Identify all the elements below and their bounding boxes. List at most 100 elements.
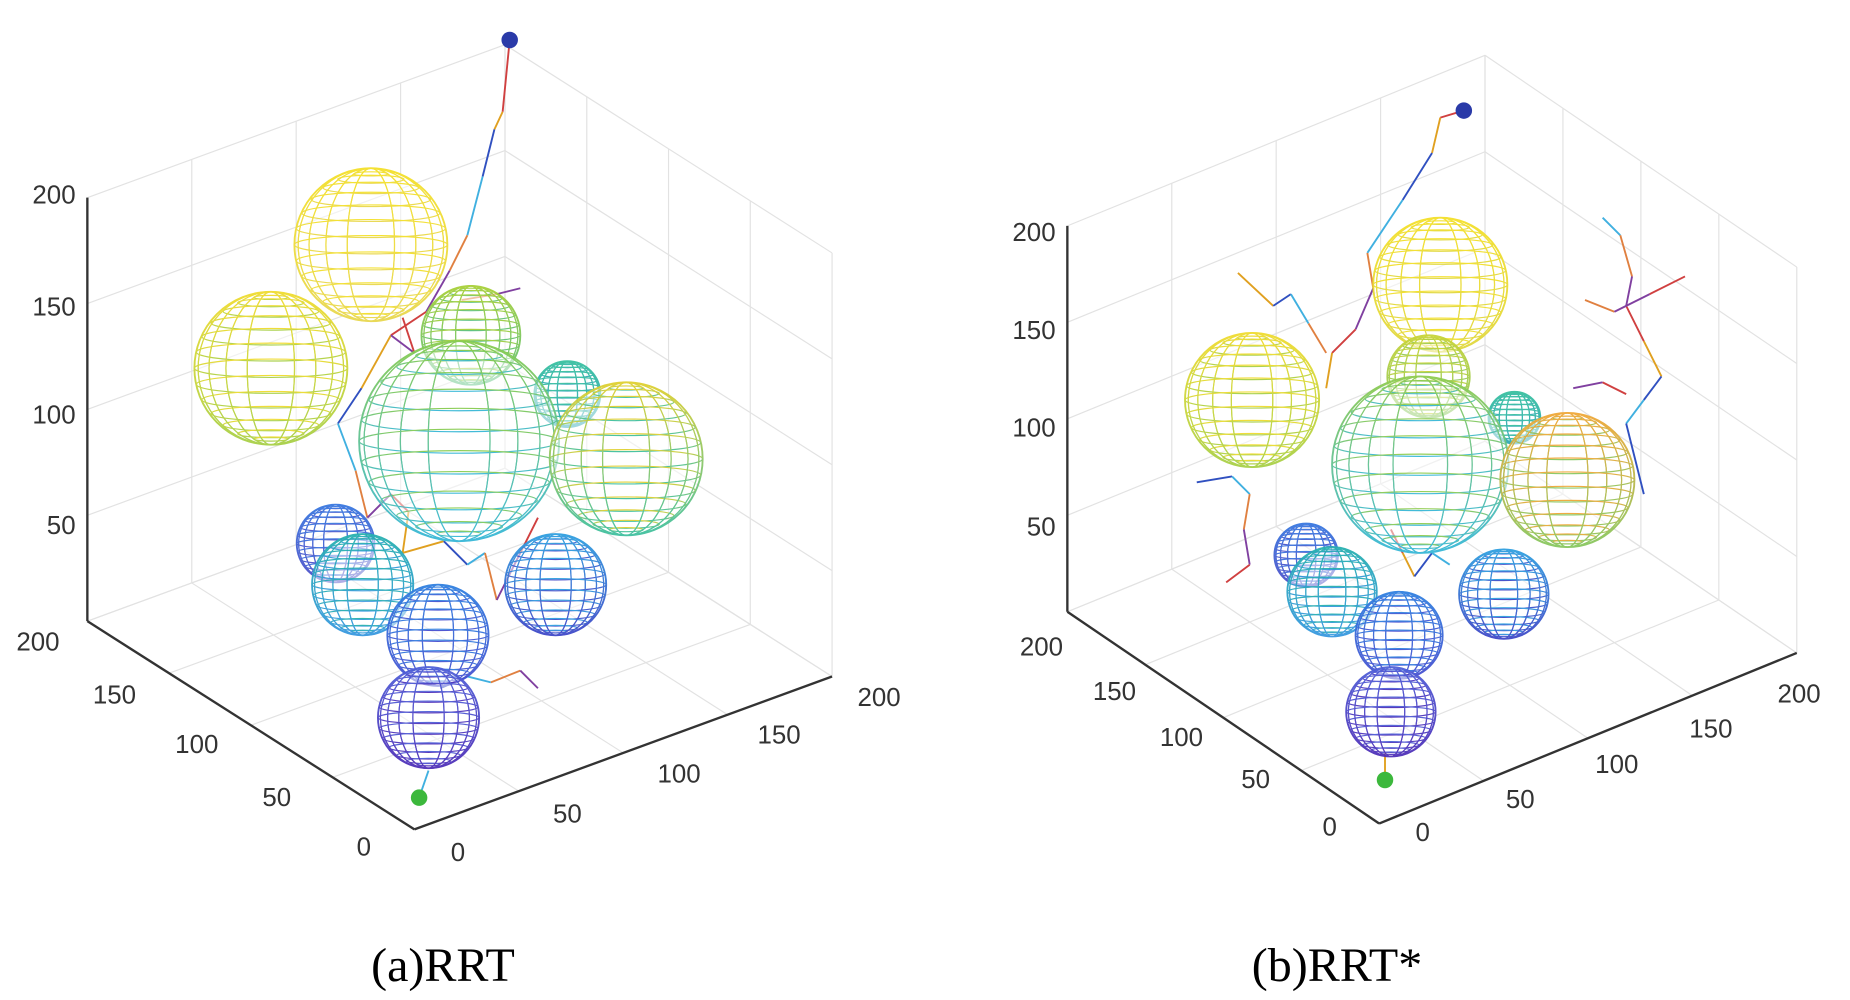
sphere-latitude [310,191,432,208]
tree-edge [337,387,363,425]
tree-edge [1366,252,1375,289]
sphere-latitude [396,507,523,524]
sphere-latitude [556,481,696,500]
sphere-longitude [379,666,478,769]
sphere-latitude [1286,585,1378,598]
obstacle-sphere [1184,332,1321,468]
sphere-latitude [377,710,480,725]
wall-gridline [1067,54,1486,227]
tree-edge [448,234,469,272]
sphere-longitude [313,533,412,636]
x-tick-label: 200 [858,684,901,712]
sphere-latitude [388,618,488,632]
sphere-latitude [1374,290,1507,308]
sphere-latitude [378,721,479,735]
y-tick-label: 50 [1241,766,1270,794]
sphere-latitude [1191,419,1314,436]
wall-gridline [504,255,833,466]
sphere-latitude [210,405,332,422]
sphere-latitude [1374,262,1507,279]
tree-edge [1649,275,1686,295]
sphere-latitude [1199,432,1306,447]
sphere-latitude [1291,567,1373,579]
sphere-latitude [1350,508,1490,526]
x-tick-label: 0 [451,839,465,867]
x-tick-label: 100 [1595,751,1638,779]
sphere-latitude [415,349,504,362]
sphere-latitude [391,650,485,663]
sphere-latitude [322,295,420,308]
sphere-latitude [1381,535,1460,546]
tree-edge [1625,305,1645,342]
z-tick-label: 200 [32,182,75,210]
sphere-latitude [1191,364,1314,381]
tree-edge [401,317,416,354]
sphere-latitude [1350,724,1432,736]
tree-edge [1242,529,1251,565]
panel-a: 50 100 150 200 200 150 100 50 0 0 50 100 150 200 [16,31,901,867]
obstacle-sphere [1458,548,1550,640]
start-marker [410,789,428,806]
tree-edge [402,540,445,554]
y-tick-label: 50 [262,784,291,812]
sphere-latitude [201,327,341,346]
x-tick-label: 50 [553,800,582,828]
tree-edge [390,334,415,354]
sphere-latitude [368,470,550,494]
sphere-latitude [1346,696,1436,709]
sphere-latitude [295,219,447,239]
tree-edge [466,176,484,236]
obstacle-sphere [358,340,561,543]
sphere-latitude [556,418,696,437]
sphere-latitude [1501,457,1634,475]
x-tick-label: 150 [1689,716,1732,744]
sphere-latitude [1524,424,1610,436]
sphere-latitude [293,234,448,255]
sphere-latitude [565,405,687,422]
sphere-latitude [505,588,606,602]
tree-edge [1619,235,1633,277]
sphere-latitude [551,465,702,485]
y-tick-label: 0 [1323,813,1337,841]
sphere-latitude [415,520,504,533]
tree-edge [466,552,486,566]
sphere-latitude [509,557,602,570]
x-axis [1378,651,1798,825]
z-tick-label: 100 [32,402,75,430]
sphere-latitude [1514,512,1621,527]
tree-edge [1331,328,1357,354]
sphere-latitude [1501,485,1634,503]
sphere-latitude [1356,638,1443,651]
sphere-latitude [1356,620,1443,632]
tree-edge [1625,276,1633,307]
tree-edge [390,310,427,337]
sphere-latitude [301,267,441,286]
sphere-longitude [197,291,345,446]
y-axis [86,620,416,831]
sphere-latitude [386,628,490,642]
sphere-longitude [506,533,605,636]
y-tick-label: 200 [16,629,59,657]
obstacle-sphere [377,666,481,770]
x-tick-label: 100 [658,760,701,788]
z-tick-label: 150 [1012,317,1055,345]
wall-gridline [504,150,833,360]
wall-gridline [1484,54,1798,268]
tree-edge [1431,117,1442,154]
tree-edge [493,111,504,130]
sphere-latitude [1350,403,1490,422]
sphere-latitude [504,578,607,592]
sphere-longitude [1460,548,1547,640]
sphere-latitude [1359,612,1439,623]
obstacle-sphere [548,381,704,537]
sphere-latitude [1381,384,1460,395]
sphere-latitude [1490,403,1539,411]
sphere-latitude [295,251,447,271]
sphere-latitude [316,557,409,570]
sphere-latitude [1506,444,1629,461]
tree-edge [1584,299,1615,313]
tree-edge [1272,293,1292,307]
obstacle-sphere [1354,590,1444,680]
sphere-latitude [210,315,332,331]
tree-edge [467,675,492,684]
